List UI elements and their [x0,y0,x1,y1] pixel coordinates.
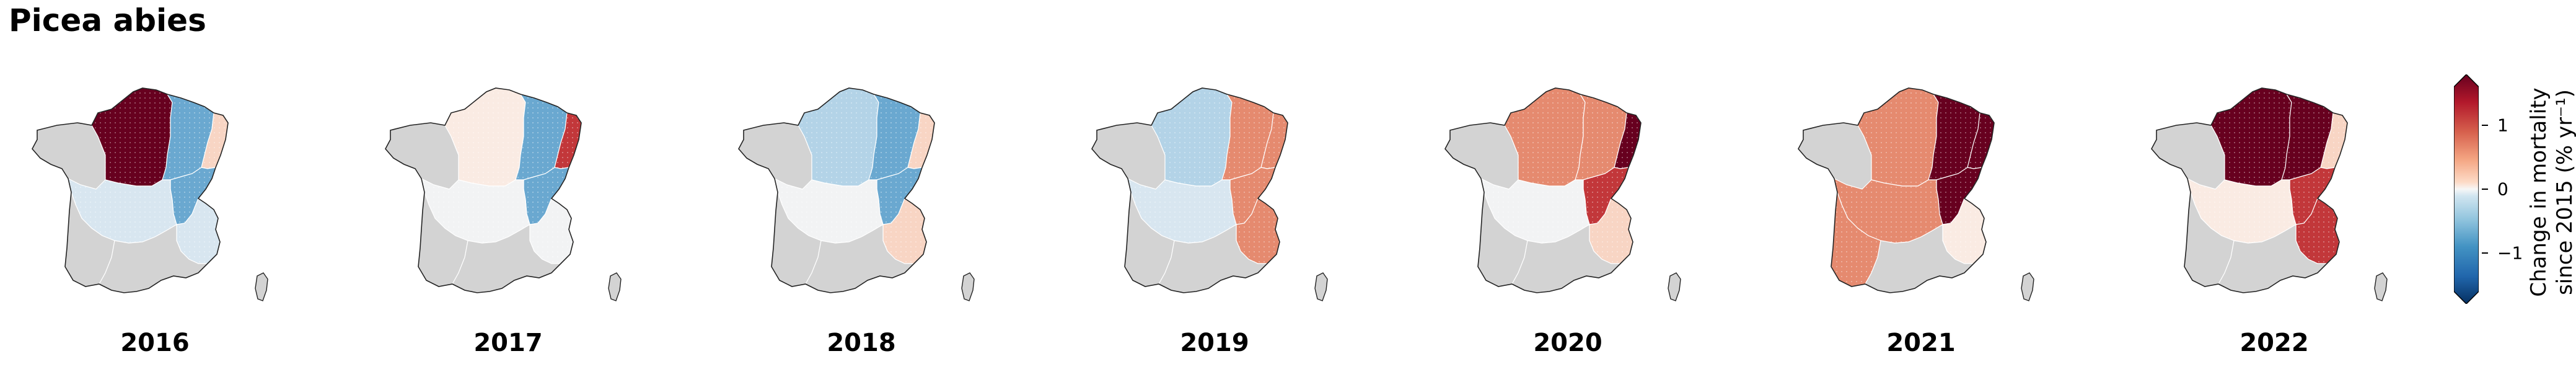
region-north-stipple [784,88,879,186]
france-map [1444,87,1681,301]
region-alsace-stipple [1967,113,1994,169]
corsica-outline [255,272,268,301]
map-panel-2020 [1431,56,1704,316]
year-label: 2021 [1886,329,1956,357]
region-north-stipple [1490,88,1585,186]
region-alps-stipple [1589,198,1633,264]
region-center-stipple [2187,179,2296,243]
region-jura-stipple [877,167,922,225]
region-north-stipple [1137,88,1232,186]
region-north-stipple [431,88,525,186]
figure-title: Picea abies [9,2,206,38]
region-jura-stipple [170,167,216,225]
map-panel-2017 [372,56,644,316]
france-map [1091,87,1328,301]
region-northeast-stipple [516,94,567,180]
region-alsace-stipple [201,113,228,169]
region-northeast-stipple [1928,94,1980,180]
region-center-stipple [1481,179,1589,243]
region-alps-stipple [1943,198,1986,264]
corsica-outline [2021,272,2034,301]
corsica-outline [2374,272,2388,301]
colorbar-label-line1: Change in mortality [2526,87,2551,297]
region-north-stipple [1844,88,1938,186]
colorbar-tick-mark [2482,189,2488,190]
region-center-stipple [1128,179,1236,243]
colorbar [2454,74,2479,304]
region-southwest-stipple [1831,192,1881,287]
region-jura-stipple [524,167,569,225]
region-alsace-stipple [2321,113,2347,169]
region-center-stipple [1834,179,1943,243]
country-outline [1444,87,1642,293]
colorbar-label-line2: since 2015 (% yr⁻¹) [2552,89,2576,295]
country-outline [1091,87,1288,293]
colorbar-label: Change in mortality since 2015 (% yr⁻¹) [2526,87,2576,296]
region-alps-stipple [2296,198,2339,264]
region-alsace-stipple [908,113,934,169]
france-map [1798,87,2034,301]
region-alsace-stipple [1261,113,1288,169]
region-north-stipple [77,88,172,186]
region-center-stipple [421,179,530,243]
region-jura-stipple [1936,167,1982,225]
region-northeast-stipple [162,94,214,180]
colorbar-tick-label: 0 [2497,179,2508,200]
country-outline [385,87,582,293]
year-label: 2022 [2240,329,2309,357]
map-panel-2019 [1078,56,1351,316]
map-panel-2016 [19,56,291,316]
region-jura-stipple [2290,167,2335,225]
colorbar-tick-mark [2482,252,2488,254]
colorbar-tick-label: −1 [2497,242,2523,264]
country-outline [1798,87,1995,293]
region-alps-stipple [883,198,926,264]
region-alps-stipple [1236,198,1280,264]
region-northeast-stipple [869,94,920,180]
year-label: 2018 [827,329,896,357]
region-center-stipple [68,179,177,243]
year-label: 2020 [1533,329,1602,357]
year-label: 2016 [120,329,190,357]
corsica-outline [961,272,975,301]
region-northeast-stipple [2282,94,2333,180]
map-panel-2022 [2138,56,2411,316]
colorbar-tick-label: 1 [2497,115,2508,136]
corsica-outline [1314,272,1328,301]
france-map [32,87,268,301]
region-jura-stipple [1583,167,1629,225]
region-alsace-stipple [555,113,581,169]
country-outline [32,87,229,293]
region-center-stipple [775,179,883,243]
france-map [2151,87,2388,301]
year-label: 2019 [1180,329,1249,357]
region-northeast-stipple [1222,94,1273,180]
map-panel-2021 [1785,56,2057,316]
france-map [385,87,622,301]
region-jura-stipple [1230,167,1275,225]
map-panel-2018 [725,56,998,316]
year-label: 2017 [473,329,543,357]
corsica-outline [608,272,622,301]
colorbar-tick-mark [2482,124,2488,126]
region-north-stipple [2197,88,2292,186]
country-outline [2151,87,2348,293]
region-alps-stipple [177,198,220,264]
region-northeast-stipple [1575,94,1627,180]
france-map [738,87,975,301]
region-alsace-stipple [1614,113,1641,169]
country-outline [738,87,935,293]
region-alps-stipple [530,198,573,264]
corsica-outline [1668,272,1681,301]
